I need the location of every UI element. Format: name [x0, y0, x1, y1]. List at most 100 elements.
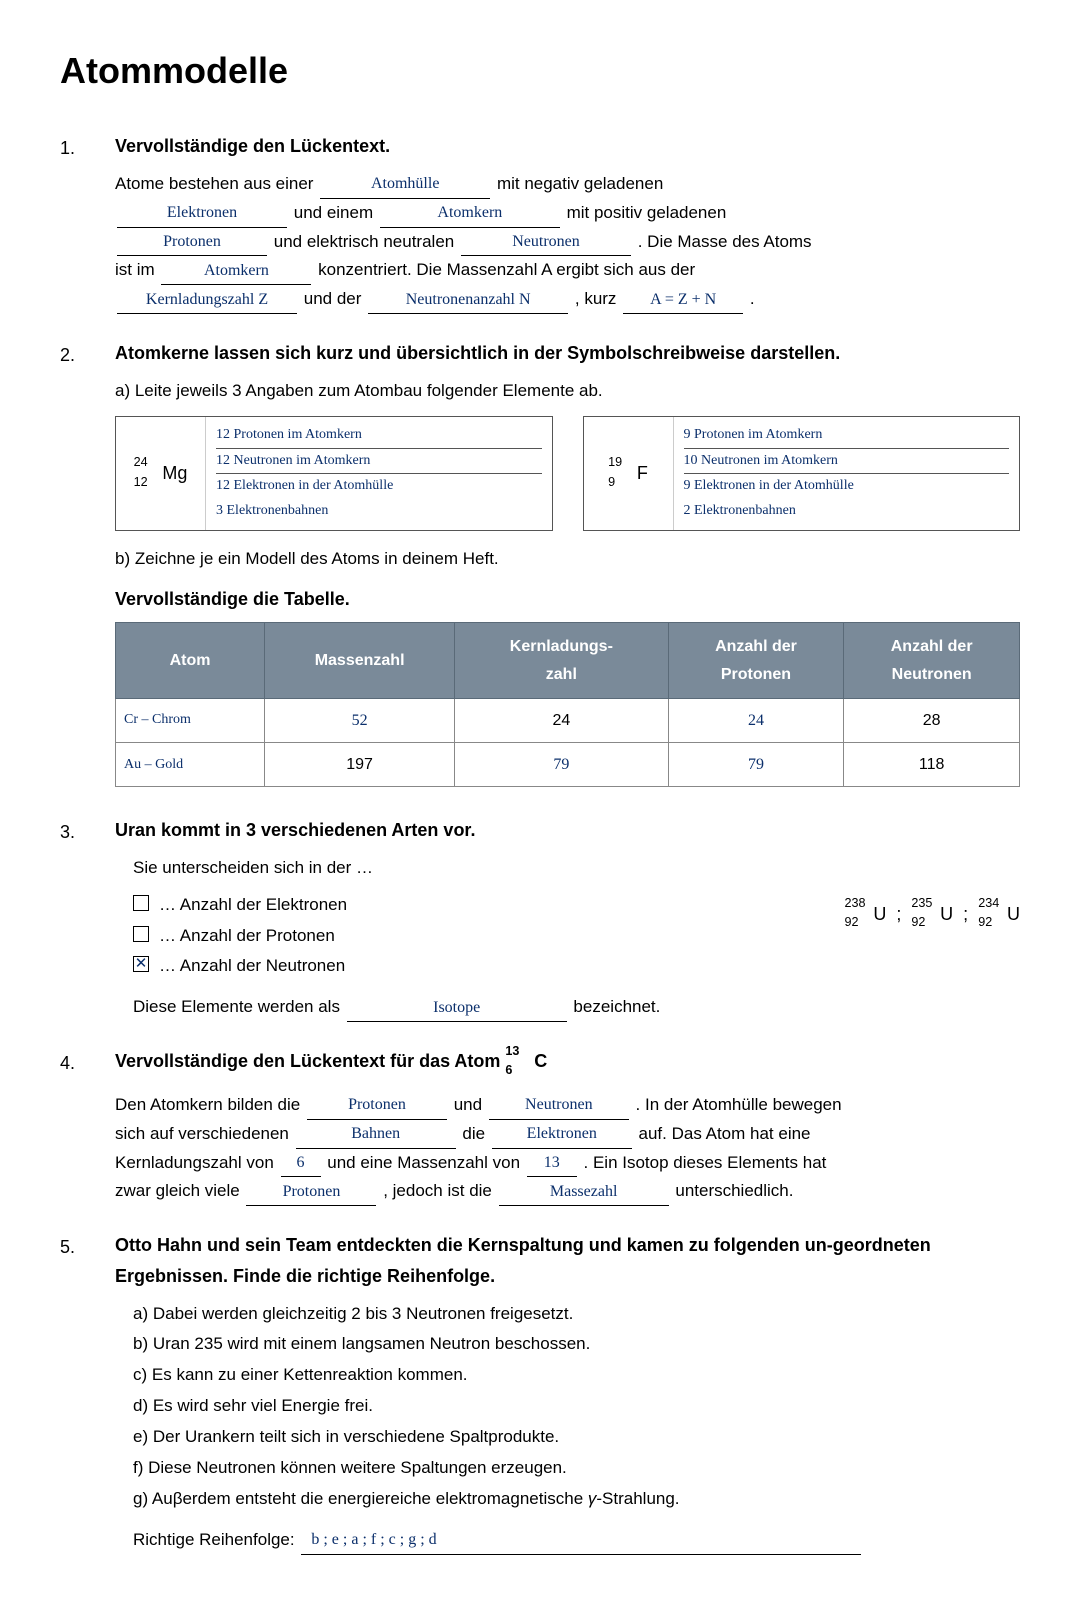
cell-au-name[interactable]: Au – Gold: [116, 742, 265, 786]
u-sym: U: [940, 904, 953, 924]
f-sym: F: [637, 463, 648, 483]
q4-t12: unterschiedlich.: [675, 1181, 793, 1200]
cell-au-mass: 197: [265, 742, 455, 786]
f-symbol: 199 F: [584, 417, 674, 530]
th-mass: Massenzahl: [265, 623, 455, 698]
q1-blank-7[interactable]: Kernladungszahl Z: [117, 286, 297, 314]
q4-number: 4.: [60, 1046, 115, 1212]
q3-blank-isotope[interactable]: Isotope: [347, 994, 567, 1022]
element-box-f: 199 F 9 Protonen im Atomkern 10 Neutronen…: [583, 416, 1021, 531]
mg-line-4[interactable]: 3 Elektronenbahnen: [216, 499, 542, 524]
q3-outro: Diese Elemente werden als Isotope bezeic…: [133, 993, 1020, 1022]
q4-blank-6[interactable]: 13: [527, 1149, 577, 1177]
q1-t2: mit negativ geladenen: [497, 174, 663, 193]
q4-t8: und eine Massenzahl von: [327, 1153, 520, 1172]
option-neutronen[interactable]: ✕ … Anzahl der Neutronen: [133, 952, 845, 981]
option-protonen[interactable]: … Anzahl der Protonen: [133, 922, 845, 951]
f-line-1[interactable]: 9 Protonen im Atomkern: [684, 423, 1010, 449]
q1-blank-6[interactable]: Atomkern: [161, 257, 311, 285]
q5-heading: Otto Hahn und sein Team entdeckten die K…: [115, 1230, 1020, 1291]
cell-au-proton[interactable]: 79: [668, 742, 844, 786]
q4-blank-1[interactable]: Protonen: [307, 1091, 447, 1119]
cell-cr-neutron: 28: [844, 698, 1020, 742]
atom-table: Atom Massenzahl Kernladungs- zahl Anzahl…: [115, 622, 1020, 787]
table-row: Au – Gold 197 79 79 118: [116, 742, 1020, 786]
q5-order: Richtige Reihenfolge: b ; e ; a ; f ; c …: [133, 1526, 1020, 1555]
q1-blank-2[interactable]: Elektronen: [117, 199, 287, 227]
q1-t3: und einem: [294, 203, 373, 222]
q5-number: 5.: [60, 1230, 115, 1556]
q5-item-f: f) Diese Neutronen können weitere Spaltu…: [133, 1454, 1020, 1483]
q2-b-label: b) Zeichne je ein Modell des Atoms in de…: [115, 545, 1020, 574]
q5-item-c: c) Es kann zu einer Kettenreaktion komme…: [133, 1361, 1020, 1390]
q4-blank-4[interactable]: Elektronen: [492, 1120, 632, 1148]
checkbox-icon[interactable]: ✕: [133, 956, 149, 972]
q4-blank-7[interactable]: Protonen: [246, 1178, 376, 1206]
f-a: 19: [608, 452, 622, 473]
mg-line-2[interactable]: 12 Neutronen im Atomkern: [216, 449, 542, 475]
q4-t4: sich auf verschiedenen: [115, 1124, 289, 1143]
u-sym: U: [873, 904, 886, 924]
c-sym: C: [534, 1051, 547, 1071]
f-line-3[interactable]: 9 Elektronen in der Atomhülle: [684, 474, 1010, 499]
option-elektronen[interactable]: … Anzahl der Elektronen: [133, 891, 845, 920]
u235-a: 235: [911, 893, 932, 914]
q5-g-post: -Strahlung.: [596, 1489, 679, 1508]
q1-t10: , kurz: [575, 289, 617, 308]
q4-heading-text: Vervollständige den Lückentext für das A…: [115, 1051, 505, 1071]
q2-a-label: a) Leite jeweils 3 Angaben zum Atombau f…: [115, 377, 1020, 406]
q4-t5: die: [462, 1124, 485, 1143]
q3-heading: Uran kommt in 3 verschiedenen Arten vor.: [115, 815, 1020, 846]
q5-item-d: d) Es wird sehr viel Energie frei.: [133, 1392, 1020, 1421]
u238-a: 238: [845, 893, 866, 914]
u234-z: 92: [978, 912, 992, 933]
q5-item-a: a) Dabei werden gleichzeitig 2 bis 3 Neu…: [133, 1300, 1020, 1329]
q4-blank-8[interactable]: Massezahl: [499, 1178, 669, 1206]
q2-number: 2.: [60, 338, 115, 797]
cell-au-neutron: 118: [844, 742, 1020, 786]
q1-blank-4[interactable]: Protonen: [117, 228, 267, 256]
option-label: … Anzahl der Protonen: [159, 922, 335, 951]
q5-item-b: b) Uran 235 wird mit einem langsamen Neu…: [133, 1330, 1020, 1359]
c13-z: 6: [505, 1060, 512, 1081]
checkbox-icon[interactable]: [133, 926, 149, 942]
table-row: Cr – Chrom 52 24 24 28: [116, 698, 1020, 742]
q4-t6: auf. Das Atom hat eine: [639, 1124, 811, 1143]
q4-blank-2[interactable]: Neutronen: [489, 1091, 629, 1119]
q1-t7: ist im: [115, 260, 155, 279]
th-atom: Atom: [116, 623, 265, 698]
q1-blank-5[interactable]: Neutronen: [461, 228, 631, 256]
f-line-4[interactable]: 2 Elektronenbahnen: [684, 499, 1010, 524]
q1-blank-8[interactable]: Neutronenanzahl N: [368, 286, 568, 314]
q5-item-g: g) Auβerdem entsteht die energiereiche e…: [133, 1485, 1020, 1514]
element-box-mg: 2412Mg 12 Protonen im Atomkern 12 Neutro…: [115, 416, 553, 531]
mg-line-1[interactable]: 12 Protonen im Atomkern: [216, 423, 542, 449]
q2-table-heading: Vervollständige die Tabelle.: [115, 584, 1020, 615]
q1-text: Atome bestehen aus einer Atomhülle mit n…: [115, 170, 1020, 314]
q4-blank-3[interactable]: Bahnen: [296, 1120, 456, 1148]
u238-z: 92: [845, 912, 859, 933]
q5-order-blank[interactable]: b ; e ; a ; f ; c ; g ; d: [301, 1526, 861, 1554]
q1-blank-3[interactable]: Atomkern: [380, 199, 560, 227]
q1-t9: und der: [304, 289, 362, 308]
q1-heading: Vervollständige den Lückentext.: [115, 131, 1020, 162]
mg-line-3[interactable]: 12 Elektronen in der Atomhülle: [216, 474, 542, 499]
cell-cr-mass[interactable]: 52: [265, 698, 455, 742]
q5-item-e: e) Der Urankern teilt sich in verschiede…: [133, 1423, 1020, 1452]
q4-t1: Den Atomkern bilden die: [115, 1095, 300, 1114]
q4-t11: , jedoch ist die: [383, 1181, 492, 1200]
option-label: … Anzahl der Neutronen: [159, 952, 345, 981]
th-kern: Kernladungs- zahl: [455, 623, 669, 698]
q3-intro: Sie unterscheiden sich in der …: [133, 854, 1020, 883]
cell-cr-name[interactable]: Cr – Chrom: [116, 698, 265, 742]
q4-blank-5[interactable]: 6: [281, 1149, 321, 1177]
option-label: … Anzahl der Elektronen: [159, 891, 347, 920]
q1-blank-1[interactable]: Atomhülle: [320, 170, 490, 198]
q1-blank-9[interactable]: A = Z + N: [623, 286, 743, 314]
checkbox-icon[interactable]: [133, 895, 149, 911]
mg-a: 24: [134, 452, 148, 473]
f-z: 9: [608, 472, 615, 493]
f-line-2[interactable]: 10 Neutronen im Atomkern: [684, 449, 1010, 475]
cell-cr-proton[interactable]: 24: [668, 698, 844, 742]
cell-au-kern[interactable]: 79: [455, 742, 669, 786]
